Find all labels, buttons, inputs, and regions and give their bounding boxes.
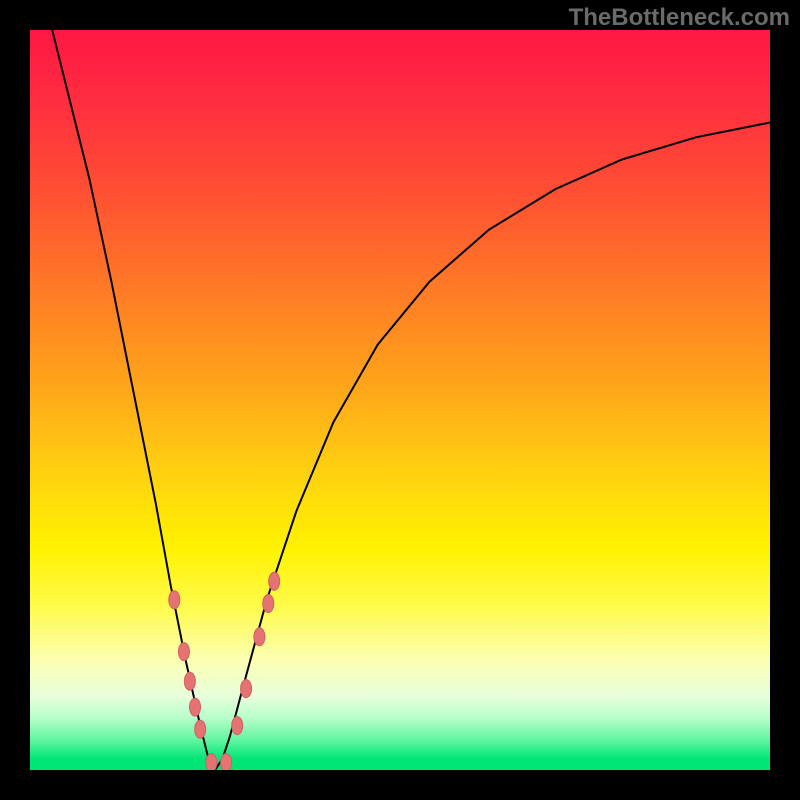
bottleneck-curve-chart: [0, 0, 800, 800]
data-marker: [263, 595, 274, 613]
data-marker: [190, 698, 201, 716]
gradient-background: [30, 30, 770, 770]
watermark-text: TheBottleneck.com: [569, 4, 790, 32]
data-marker: [178, 643, 189, 661]
data-marker: [232, 717, 243, 735]
data-marker: [221, 754, 232, 772]
chart-container: TheBottleneck.com: [0, 0, 800, 800]
data-marker: [269, 572, 280, 590]
data-marker: [206, 754, 217, 772]
data-marker: [241, 680, 252, 698]
data-marker: [184, 672, 195, 690]
data-marker: [169, 591, 180, 609]
data-marker: [254, 628, 265, 646]
data-marker: [195, 720, 206, 738]
